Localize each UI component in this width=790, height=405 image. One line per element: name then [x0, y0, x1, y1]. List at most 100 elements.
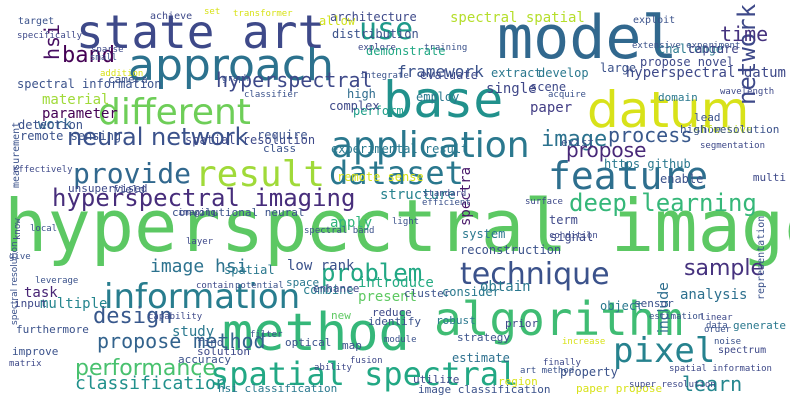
cloud-word: estimate — [452, 351, 510, 365]
cloud-word: order — [704, 325, 732, 335]
cloud-word: training — [424, 43, 468, 53]
cloud-word: term — [549, 213, 578, 227]
cloud-word: present — [358, 289, 418, 305]
cloud-word: reduce — [372, 306, 412, 319]
cloud-word: potential — [235, 281, 284, 291]
cloud-word: reconstruction — [460, 243, 562, 257]
cloud-word: demonstrate — [366, 44, 446, 58]
cloud-word: enable — [660, 172, 704, 186]
cloud-word: remote sense — [337, 170, 424, 184]
cloud-word: acquire — [548, 90, 586, 100]
cloud-word: complex — [329, 99, 380, 113]
cloud-word: find — [197, 336, 224, 349]
cloud-word: parameter — [42, 106, 118, 122]
cloud-word: consider — [442, 285, 500, 299]
cloud-word: time — [720, 22, 769, 46]
cloud-word: exist — [561, 136, 595, 149]
cloud-word: integrate — [360, 71, 409, 81]
cloud-word: light — [392, 217, 420, 227]
cloud-word: state art — [76, 5, 326, 59]
cloud-word: perform — [353, 104, 404, 118]
cloud-word: material — [42, 92, 110, 108]
cloud-word: domain — [658, 91, 698, 104]
cloud-word: segmentation — [700, 141, 766, 151]
cloud-word: signal — [550, 230, 594, 244]
cloud-word: structure — [380, 187, 456, 203]
cloud-word: super resolution — [629, 380, 716, 390]
cloud-word: increase — [562, 337, 606, 347]
cloud-word: provide — [73, 157, 192, 190]
cloud-word: paper propose — [576, 382, 663, 395]
cloud-word: datum — [587, 81, 750, 139]
cloud-word: hyperspectral — [216, 68, 373, 92]
cloud-word: band — [62, 43, 115, 68]
cloud-word: wavelength — [720, 87, 775, 97]
cloud-word: propose — [566, 138, 647, 162]
cloud-word: framework — [397, 62, 484, 81]
cloud-word: efficient — [422, 198, 471, 208]
cloud-word: detection — [18, 118, 84, 132]
cloud-word: feature — [548, 154, 709, 198]
cloud-word: sample — [684, 256, 764, 281]
cloud-word: class — [263, 142, 297, 155]
cloud-word: estimation — [649, 312, 704, 322]
cloud-word: learn — [682, 372, 743, 396]
cloud-word: analysis — [680, 287, 748, 303]
cloud-word: spatial information — [669, 364, 772, 374]
cloud-word: study — [172, 324, 215, 340]
cloud-word: map — [342, 339, 362, 352]
cloud-word: introduce — [358, 275, 434, 291]
cloud-word: technique — [460, 257, 610, 292]
cloud-word: single — [486, 81, 537, 97]
cloud-word: scene — [530, 80, 567, 94]
cloud-word: method — [222, 303, 410, 363]
cloud-word: condition — [549, 231, 598, 241]
cloud-word: new — [331, 309, 351, 322]
cloud-word: employ — [416, 90, 460, 104]
cloud-word: performance — [75, 356, 216, 381]
cloud-word: linear — [700, 313, 733, 323]
cloud-word: standard — [423, 189, 467, 199]
cloud-word: capability — [148, 312, 203, 322]
cloud-word: effective — [693, 123, 753, 136]
cloud-word: addition — [100, 69, 144, 79]
cloud-word: task — [24, 285, 58, 301]
cloud-word: finally — [543, 358, 581, 368]
cloud-word: input — [14, 297, 48, 310]
cloud-word: improve — [12, 345, 59, 358]
cloud-word: show — [694, 123, 721, 136]
cloud-word: hsi classification — [218, 382, 338, 395]
cloud-word: matrix — [9, 359, 42, 369]
cloud-word: utilize — [413, 373, 460, 386]
cloud-word: solution — [197, 345, 250, 358]
cloud-word: local — [30, 224, 58, 234]
cloud-word: high resolution — [680, 123, 780, 136]
cloud-word: fusion — [350, 356, 383, 366]
cloud-word: spatial resolution — [185, 133, 316, 147]
cloud-word: algorithm — [434, 292, 684, 346]
cloud-word: work — [38, 117, 72, 133]
cloud-word: know — [13, 218, 23, 240]
cloud-word: allow — [319, 14, 356, 28]
cloud-word: base — [383, 71, 504, 129]
cloud-word: remote sensing — [20, 129, 122, 143]
cloud-word: approach — [128, 40, 334, 91]
cloud-word: sensor — [634, 297, 674, 310]
cloud-word: imaging — [178, 208, 216, 218]
cloud-word: target — [18, 16, 55, 27]
cloud-word: application — [331, 125, 530, 166]
cloud-word: classifier — [244, 90, 299, 100]
cloud-word: region — [498, 375, 538, 388]
cloud-word: paper — [530, 100, 573, 116]
cloud-word: low rank — [287, 258, 355, 274]
cloud-word: propose method — [97, 329, 266, 353]
cloud-word: accuracy — [178, 353, 231, 366]
cloud-word: develop — [538, 66, 589, 80]
cloud-word: small — [90, 53, 118, 63]
cloud-word: use — [359, 12, 414, 47]
cloud-word: effectively — [13, 165, 73, 175]
cloud-word: architecture — [330, 10, 417, 24]
cloud-word: hyperspectral datum — [625, 65, 786, 81]
cloud-word: propose novel — [640, 55, 734, 69]
cloud-word: information — [104, 277, 301, 317]
